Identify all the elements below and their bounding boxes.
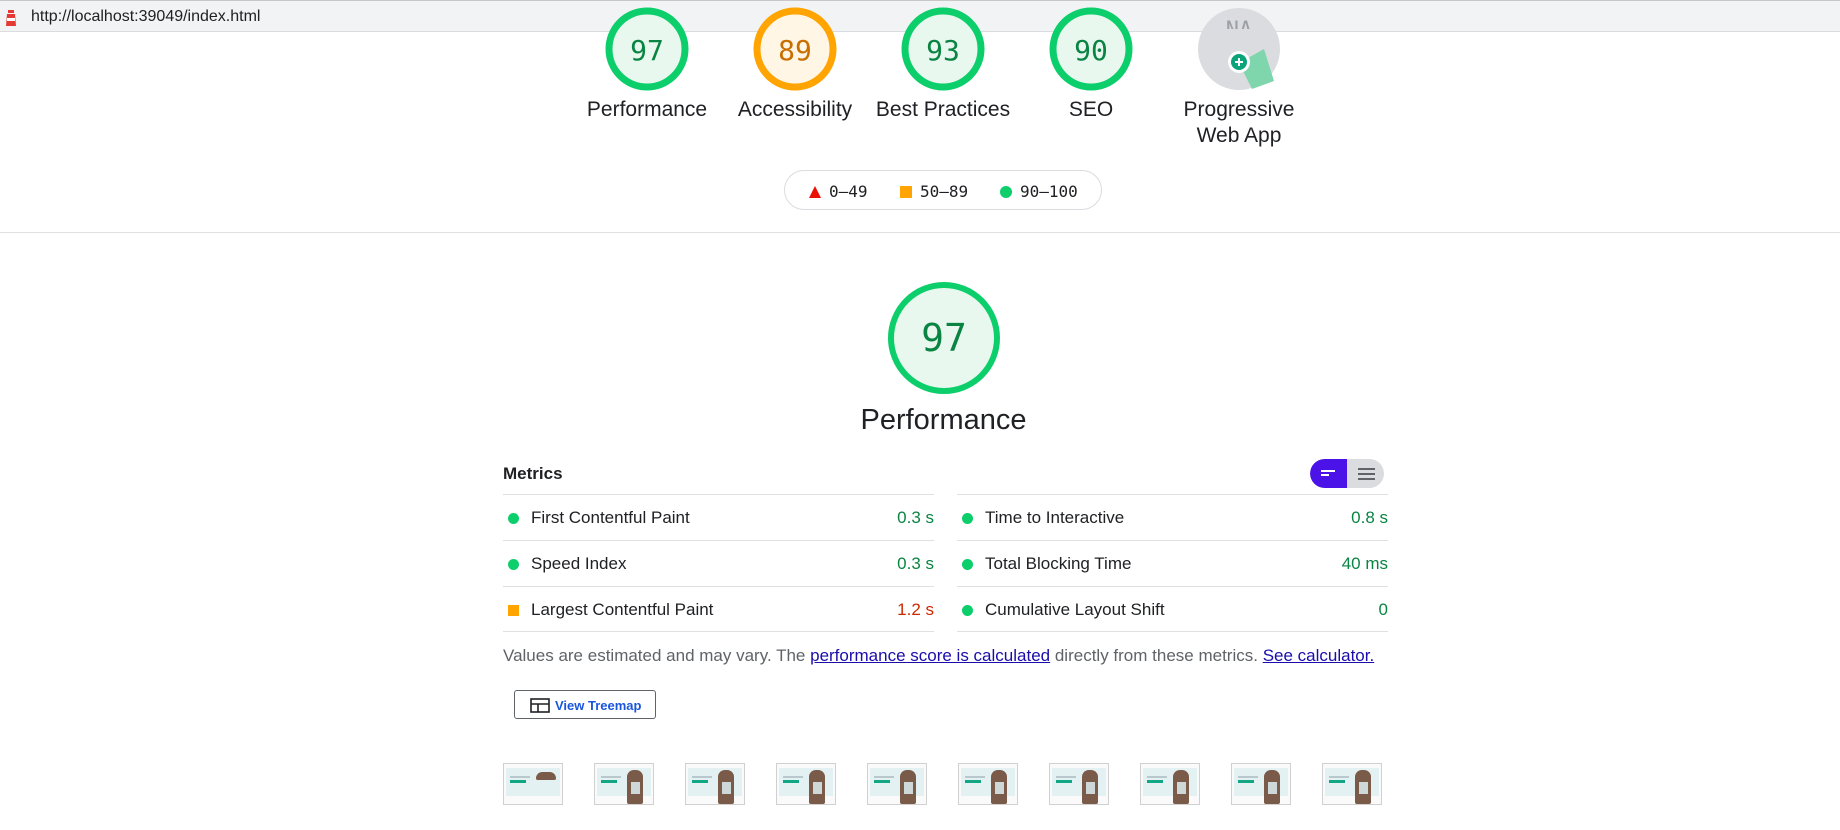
pass-circle-icon	[962, 513, 973, 524]
metric-name: First Contentful Paint	[531, 508, 690, 527]
legend-pass: 90–100	[1000, 182, 1078, 201]
gauge-ring: 93	[901, 7, 985, 91]
metric-value: 0.3 s	[897, 554, 934, 573]
category-title: Performance	[860, 404, 1027, 436]
gauge-label: Performance	[586, 98, 708, 121]
metric-name: Time to Interactive	[985, 508, 1125, 527]
metrics-heading: Metrics	[503, 464, 563, 483]
filmstrip-frame	[1322, 763, 1382, 805]
gauge-label: Accessibility	[737, 98, 853, 121]
metric-value: 1.2 s	[897, 600, 934, 619]
gauge-ring: 89	[753, 7, 837, 91]
metrics-column-left: First Contentful Paint 0.3 s Speed Index…	[503, 494, 934, 632]
legend-fail-range: 0–49	[829, 182, 868, 201]
performance-gauge-large: 97	[888, 282, 1000, 394]
filmstrip-frame	[503, 763, 563, 805]
score-calculated-link[interactable]: performance score is calculated	[810, 646, 1051, 665]
gauge-score: 90	[1074, 34, 1108, 67]
metric-row: Cumulative Layout Shift 0	[957, 586, 1388, 632]
see-calculator-link[interactable]: See calculator.	[1262, 646, 1375, 665]
legend-fail: 0–49	[809, 182, 868, 201]
metric-name: Total Blocking Time	[985, 554, 1132, 573]
gauge-label: Best Practices	[875, 98, 1011, 121]
pass-circle-icon	[962, 605, 973, 616]
gauge-pwa[interactable]: NA Progressive Web App	[1169, 0, 1309, 149]
note-prefix: Values are estimated and may vary. The	[503, 646, 811, 665]
performance-score-large: 97	[921, 316, 967, 360]
view-treemap-button[interactable]: View Treemap	[514, 690, 656, 719]
filmstrip-frame	[1231, 763, 1291, 805]
pwa-badge-icon: NA	[1198, 8, 1280, 90]
metric-row: Speed Index 0.3 s	[503, 540, 934, 586]
metric-name: Cumulative Layout Shift	[985, 600, 1165, 619]
metrics-disclaimer: Values are estimated and may vary. The p…	[503, 646, 1374, 666]
gauge-label: Progressive Web App	[1169, 97, 1309, 149]
gauge-best-practices[interactable]: 93 Best Practices	[873, 0, 1013, 123]
lighthouse-icon	[6, 10, 16, 26]
gauge-score: 89	[778, 34, 812, 67]
gauge-score: 97	[630, 34, 664, 67]
section-divider	[0, 232, 1840, 233]
metric-name: Speed Index	[531, 554, 627, 573]
filmstrip-frame	[685, 763, 745, 805]
legend-average: 50–89	[900, 182, 968, 201]
pass-circle-icon	[508, 559, 519, 570]
metric-row: First Contentful Paint 0.3 s	[503, 494, 934, 540]
metric-value: 0	[1378, 600, 1388, 619]
triangle-icon	[809, 186, 821, 198]
pass-circle-icon	[962, 559, 973, 570]
filmstrip-frame	[867, 763, 927, 805]
legend-pass-range: 90–100	[1020, 182, 1078, 201]
metric-name: Largest Contentful Paint	[531, 600, 714, 619]
metric-row: Total Blocking Time 40 ms	[957, 540, 1388, 586]
circle-icon	[1000, 186, 1012, 198]
gauge-label-line2: Web App	[1196, 124, 1282, 147]
gauge-seo[interactable]: 90 SEO	[1021, 0, 1161, 123]
metrics-column-right: Time to Interactive 0.8 s Total Blocking…	[957, 494, 1388, 632]
toggle-summary-view[interactable]	[1310, 459, 1347, 488]
gauge-label-line1: Progressive	[1183, 98, 1295, 121]
score-scale-legend: 0–49 50–89 90–100	[784, 170, 1102, 210]
metric-row: Time to Interactive 0.8 s	[957, 494, 1388, 540]
gauge-accessibility[interactable]: 89 Accessibility	[725, 0, 865, 123]
filmstrip-frame	[1140, 763, 1200, 805]
gauge-score: 93	[926, 34, 960, 67]
metrics-view-toggle[interactable]	[1310, 459, 1384, 488]
gauge-performance[interactable]: 97 Performance	[577, 0, 717, 123]
note-middle: directly from these metrics.	[1050, 646, 1258, 665]
metric-value: 0.3 s	[897, 508, 934, 527]
view-treemap-label: View Treemap	[555, 698, 642, 713]
gauge-ring: 97	[605, 7, 689, 91]
square-icon	[900, 186, 912, 198]
treemap-icon	[530, 698, 550, 713]
url-text[interactable]: http://localhost:39049/index.html	[31, 8, 261, 25]
toggle-detail-view[interactable]	[1347, 459, 1384, 488]
gauge-label: SEO	[1068, 98, 1114, 121]
filmstrip-frame	[776, 763, 836, 805]
metric-row: Largest Contentful Paint 1.2 s	[503, 586, 934, 632]
filmstrip-frame	[1049, 763, 1109, 805]
pass-circle-icon	[508, 513, 519, 524]
filmstrip-frame	[594, 763, 654, 805]
gauge-ring: 90	[1049, 7, 1133, 91]
filmstrip-frame	[958, 763, 1018, 805]
average-square-icon	[508, 605, 519, 616]
legend-average-range: 50–89	[920, 182, 969, 201]
metric-value: 40 ms	[1341, 554, 1388, 573]
metric-value: 0.8 s	[1351, 508, 1388, 527]
